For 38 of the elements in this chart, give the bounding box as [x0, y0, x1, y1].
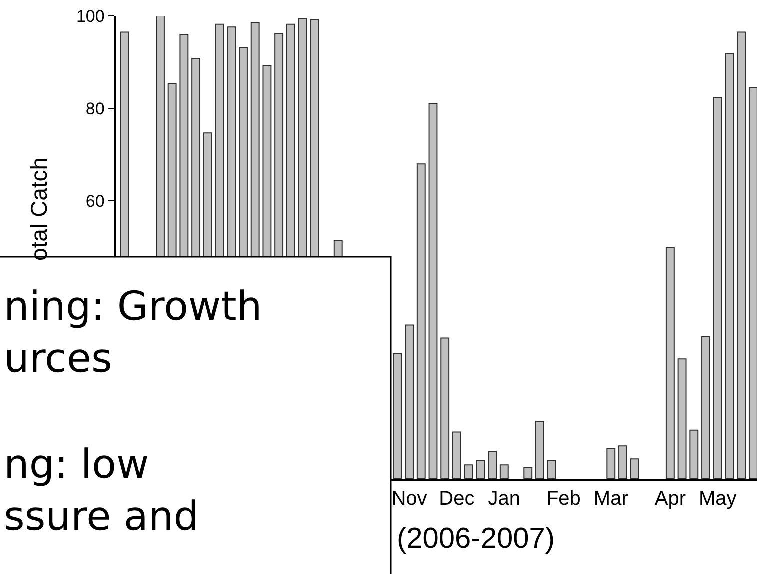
bar: [536, 421, 544, 479]
bar: [405, 324, 414, 479]
y-tick-label: 60: [86, 192, 105, 212]
x-tick-label: Mar: [594, 488, 629, 510]
bar: [500, 464, 509, 479]
bar: [428, 103, 438, 479]
y-tick-label: 100: [76, 6, 105, 26]
x-axis-title: (2006-2007): [397, 523, 555, 555]
bar: [725, 53, 734, 479]
x-tick-label: Jan: [488, 488, 521, 510]
bar: [393, 353, 402, 479]
bar: [440, 338, 450, 479]
bar: [606, 448, 616, 479]
annotation: ng: low ssure and: [4, 442, 200, 540]
y-tick-label: 80: [86, 100, 105, 119]
bar: [476, 460, 486, 479]
x-tick-label: Apr: [654, 488, 686, 510]
bar: [702, 336, 710, 479]
bar: [618, 446, 628, 479]
bar: [524, 467, 533, 479]
bar: [666, 247, 675, 479]
bar: [464, 464, 474, 479]
x-tick-label: Nov: [392, 488, 428, 510]
bar: [737, 32, 746, 479]
bar: [452, 432, 462, 479]
x-tick-label: May: [698, 488, 737, 510]
bar: [488, 451, 498, 479]
bar: [690, 430, 699, 479]
y-axis-title: otal Catch: [26, 157, 52, 261]
bar: [547, 460, 556, 479]
x-tick-label: Dec: [439, 488, 475, 510]
bar: [678, 358, 687, 479]
bar: [416, 164, 426, 479]
x-tick-label: Feb: [546, 488, 581, 510]
annotation: ning: Growth urces: [4, 284, 262, 382]
bar: [748, 87, 757, 479]
bar: [630, 458, 640, 479]
bar: [713, 96, 722, 479]
